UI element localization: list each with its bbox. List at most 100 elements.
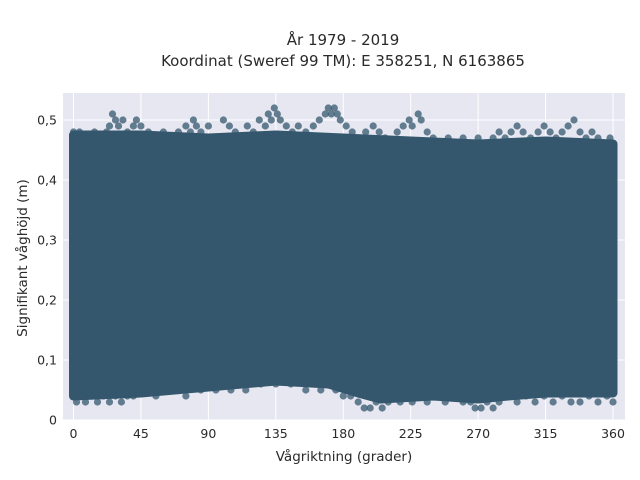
data-point bbox=[540, 392, 548, 400]
dense-point-cloud bbox=[69, 130, 618, 404]
data-point bbox=[558, 392, 566, 400]
data-point bbox=[483, 398, 491, 406]
data-point bbox=[315, 116, 323, 124]
data-point bbox=[381, 134, 389, 142]
data-point bbox=[276, 116, 284, 124]
data-point bbox=[576, 128, 584, 136]
data-point bbox=[498, 356, 506, 364]
data-point bbox=[99, 392, 108, 400]
data-point bbox=[270, 104, 278, 112]
data-point bbox=[399, 122, 407, 130]
data-point bbox=[579, 326, 587, 334]
data-point bbox=[182, 122, 190, 130]
data-point bbox=[102, 128, 111, 136]
data-point bbox=[174, 128, 182, 136]
data-point bbox=[351, 374, 359, 382]
data-point bbox=[441, 398, 449, 406]
data-point bbox=[132, 116, 140, 124]
data-point bbox=[582, 134, 590, 142]
data-point bbox=[531, 398, 539, 406]
data-point bbox=[384, 398, 392, 406]
data-point bbox=[522, 392, 530, 400]
data-point bbox=[570, 116, 578, 124]
data-point bbox=[197, 386, 205, 394]
data-point bbox=[489, 404, 497, 412]
y-axis-ticks: 0 0,1 0,2 0,3 0,4 0,5 bbox=[37, 113, 57, 428]
data-point bbox=[405, 116, 413, 124]
data-point bbox=[197, 128, 205, 136]
data-point bbox=[375, 128, 383, 136]
data-point bbox=[317, 386, 325, 394]
data-point bbox=[144, 350, 152, 358]
data-point bbox=[347, 392, 355, 400]
data-point bbox=[459, 134, 467, 142]
data-point bbox=[261, 122, 269, 130]
data-point bbox=[606, 344, 614, 352]
data-point bbox=[321, 110, 329, 118]
data-point bbox=[429, 134, 437, 142]
data-point bbox=[152, 134, 160, 142]
data-point bbox=[267, 116, 275, 124]
data-point bbox=[576, 398, 584, 406]
data-point bbox=[90, 128, 99, 136]
data-point bbox=[186, 128, 194, 136]
data-point bbox=[603, 392, 611, 400]
data-point bbox=[348, 128, 356, 136]
data-point bbox=[564, 122, 572, 130]
data-point bbox=[282, 122, 290, 130]
data-point bbox=[594, 134, 602, 142]
data-point bbox=[333, 110, 341, 118]
data-point bbox=[447, 344, 455, 352]
data-point bbox=[114, 356, 123, 364]
data-point bbox=[216, 332, 224, 340]
chart-title-line-1: År 1979 - 2019 bbox=[287, 30, 400, 49]
data-point bbox=[189, 116, 197, 124]
data-point bbox=[227, 386, 235, 394]
data-point bbox=[482, 140, 490, 148]
data-point bbox=[129, 122, 137, 130]
data-point bbox=[597, 320, 605, 328]
data-point bbox=[324, 104, 332, 112]
x-tick-label: 135 bbox=[264, 426, 288, 441]
data-point bbox=[272, 380, 280, 388]
data-point bbox=[474, 134, 482, 142]
data-point bbox=[212, 134, 220, 142]
data-point bbox=[144, 128, 152, 136]
data-point bbox=[257, 380, 265, 388]
data-point bbox=[390, 392, 398, 400]
data-point bbox=[302, 386, 310, 394]
data-point bbox=[252, 350, 260, 358]
data-point bbox=[601, 356, 610, 364]
data-point bbox=[414, 392, 422, 400]
data-point bbox=[137, 122, 145, 130]
data-point bbox=[495, 128, 503, 136]
data-point bbox=[204, 122, 212, 130]
data-point bbox=[513, 398, 521, 406]
data-point bbox=[294, 368, 302, 376]
data-point bbox=[182, 392, 190, 400]
data-point bbox=[366, 404, 374, 412]
data-point bbox=[72, 134, 81, 142]
data-point bbox=[74, 320, 82, 328]
data-point bbox=[273, 110, 281, 118]
data-point bbox=[234, 338, 242, 346]
data-point bbox=[192, 122, 200, 130]
data-point bbox=[435, 326, 443, 334]
data-point bbox=[501, 134, 509, 142]
data-point bbox=[81, 398, 90, 406]
x-tick-label: 315 bbox=[534, 426, 558, 441]
data-point bbox=[467, 398, 475, 406]
data-point bbox=[75, 128, 84, 136]
data-point bbox=[414, 110, 422, 118]
data-point bbox=[528, 344, 536, 352]
data-point bbox=[360, 404, 368, 412]
data-point bbox=[606, 134, 614, 142]
data-point bbox=[195, 344, 203, 352]
data-point bbox=[594, 398, 602, 406]
data-point bbox=[302, 128, 310, 136]
data-point bbox=[444, 134, 452, 142]
x-tick-label: 0 bbox=[70, 426, 78, 441]
data-point bbox=[336, 116, 344, 124]
y-tick-label: 0,2 bbox=[37, 293, 57, 308]
data-point bbox=[242, 386, 250, 394]
